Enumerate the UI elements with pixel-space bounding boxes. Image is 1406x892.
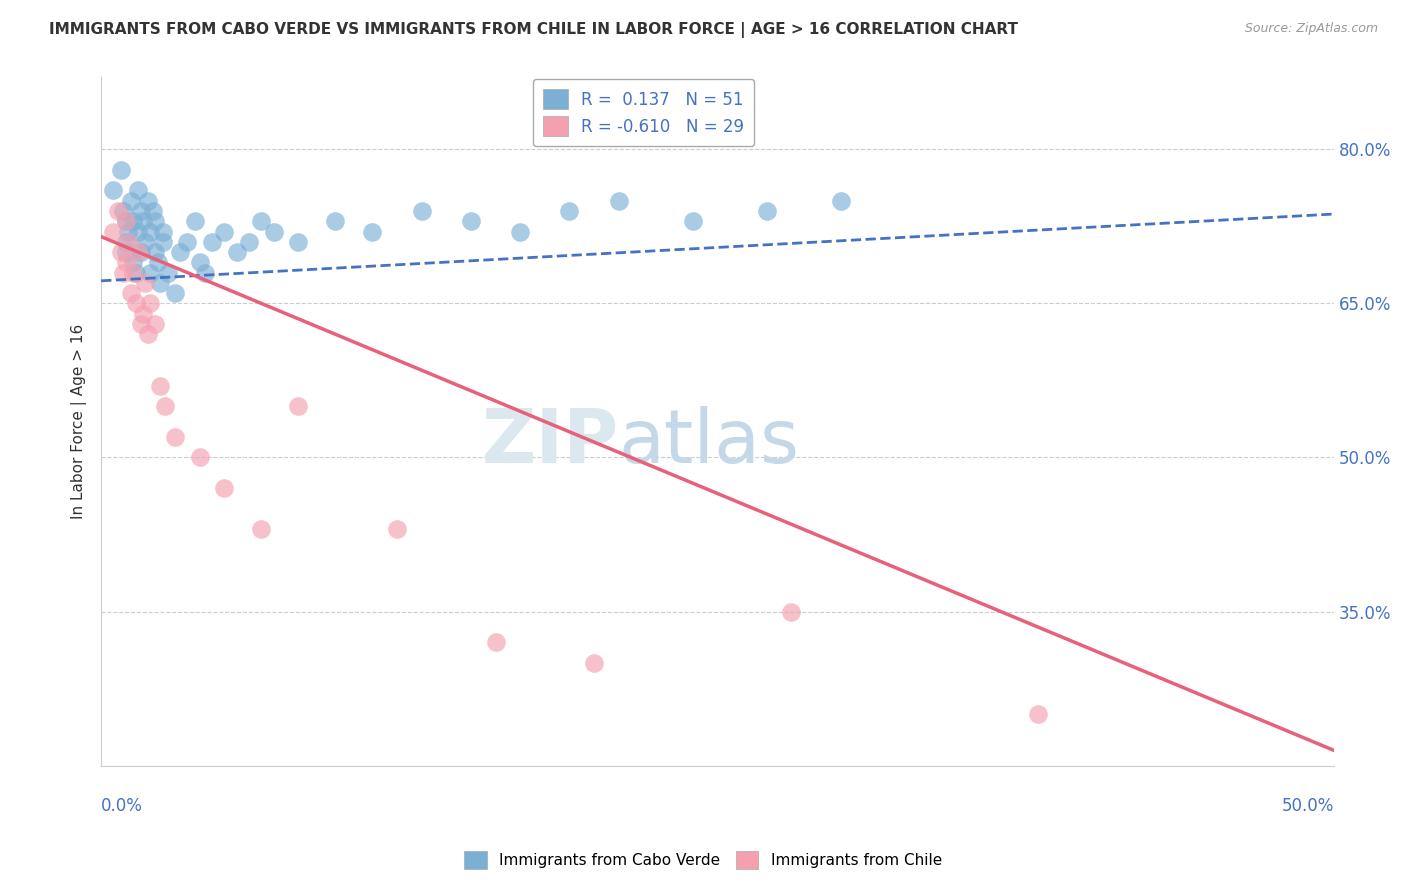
- Point: [188, 255, 211, 269]
- Point: [139, 266, 162, 280]
- Point: [1026, 707, 1049, 722]
- Point: [114, 245, 136, 260]
- Point: [139, 296, 162, 310]
- Point: [134, 235, 156, 249]
- Text: ZIP: ZIP: [481, 406, 619, 479]
- Point: [201, 235, 224, 249]
- Point: [250, 214, 273, 228]
- Point: [124, 266, 146, 280]
- Point: [112, 204, 135, 219]
- Point: [225, 245, 247, 260]
- Point: [114, 214, 136, 228]
- Point: [122, 266, 145, 280]
- Point: [194, 266, 217, 280]
- Point: [103, 225, 125, 239]
- Point: [127, 183, 149, 197]
- Point: [184, 214, 207, 228]
- Point: [132, 307, 155, 321]
- Point: [682, 214, 704, 228]
- Text: IMMIGRANTS FROM CABO VERDE VS IMMIGRANTS FROM CHILE IN LABOR FORCE | AGE > 16 CO: IMMIGRANTS FROM CABO VERDE VS IMMIGRANTS…: [49, 22, 1018, 38]
- Point: [755, 204, 778, 219]
- Point: [460, 214, 482, 228]
- Point: [120, 194, 142, 208]
- Point: [114, 255, 136, 269]
- Point: [287, 399, 309, 413]
- Point: [112, 266, 135, 280]
- Point: [139, 225, 162, 239]
- Point: [122, 255, 145, 269]
- Point: [385, 522, 408, 536]
- Text: 50.0%: 50.0%: [1281, 797, 1334, 814]
- Point: [127, 245, 149, 260]
- Point: [142, 204, 165, 219]
- Point: [238, 235, 260, 249]
- Point: [114, 235, 136, 249]
- Point: [143, 317, 166, 331]
- Point: [780, 605, 803, 619]
- Point: [583, 656, 606, 670]
- Point: [134, 276, 156, 290]
- Point: [152, 225, 174, 239]
- Point: [143, 214, 166, 228]
- Point: [129, 245, 152, 260]
- Point: [127, 225, 149, 239]
- Text: atlas: atlas: [619, 406, 800, 479]
- Point: [149, 378, 172, 392]
- Point: [155, 399, 177, 413]
- Text: 0.0%: 0.0%: [101, 797, 143, 814]
- Point: [129, 317, 152, 331]
- Point: [146, 255, 169, 269]
- Point: [107, 204, 129, 219]
- Point: [169, 245, 191, 260]
- Point: [176, 235, 198, 249]
- Point: [117, 225, 139, 239]
- Point: [122, 214, 145, 228]
- Point: [124, 296, 146, 310]
- Point: [263, 225, 285, 239]
- Point: [136, 194, 159, 208]
- Point: [110, 245, 132, 260]
- Legend: Immigrants from Cabo Verde, Immigrants from Chile: Immigrants from Cabo Verde, Immigrants f…: [458, 845, 948, 875]
- Text: Source: ZipAtlas.com: Source: ZipAtlas.com: [1244, 22, 1378, 36]
- Legend: R =  0.137   N = 51, R = -0.610   N = 29: R = 0.137 N = 51, R = -0.610 N = 29: [533, 78, 754, 146]
- Point: [156, 266, 179, 280]
- Point: [830, 194, 852, 208]
- Point: [165, 430, 187, 444]
- Point: [136, 327, 159, 342]
- Point: [509, 225, 531, 239]
- Point: [165, 286, 187, 301]
- Point: [558, 204, 581, 219]
- Point: [250, 522, 273, 536]
- Point: [149, 276, 172, 290]
- Point: [103, 183, 125, 197]
- Point: [214, 481, 236, 495]
- Point: [188, 450, 211, 465]
- Point: [120, 286, 142, 301]
- Point: [152, 235, 174, 249]
- Point: [411, 204, 433, 219]
- Point: [214, 225, 236, 239]
- Point: [323, 214, 346, 228]
- Point: [132, 214, 155, 228]
- Point: [143, 245, 166, 260]
- Point: [484, 635, 506, 649]
- Point: [110, 162, 132, 177]
- Point: [607, 194, 630, 208]
- Point: [361, 225, 384, 239]
- Y-axis label: In Labor Force | Age > 16: In Labor Force | Age > 16: [72, 324, 87, 519]
- Point: [114, 214, 136, 228]
- Point: [117, 235, 139, 249]
- Point: [287, 235, 309, 249]
- Point: [129, 204, 152, 219]
